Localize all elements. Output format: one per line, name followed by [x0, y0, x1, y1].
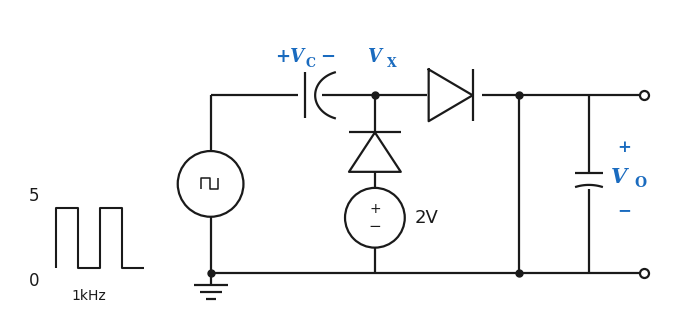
Text: X: X [387, 58, 397, 71]
Text: +: + [369, 202, 381, 216]
Text: −: − [617, 202, 631, 219]
Text: V: V [611, 167, 627, 187]
Text: 5: 5 [29, 187, 39, 205]
Text: V: V [367, 48, 381, 66]
Text: O: O [635, 176, 647, 190]
Text: 2V: 2V [414, 209, 439, 227]
Text: −: − [368, 219, 382, 234]
Text: 1kHz: 1kHz [71, 290, 106, 304]
Text: +V: +V [275, 48, 304, 66]
Text: −: − [320, 48, 335, 66]
Text: +: + [617, 138, 631, 156]
Text: 0: 0 [29, 271, 39, 290]
Text: C: C [305, 58, 315, 71]
